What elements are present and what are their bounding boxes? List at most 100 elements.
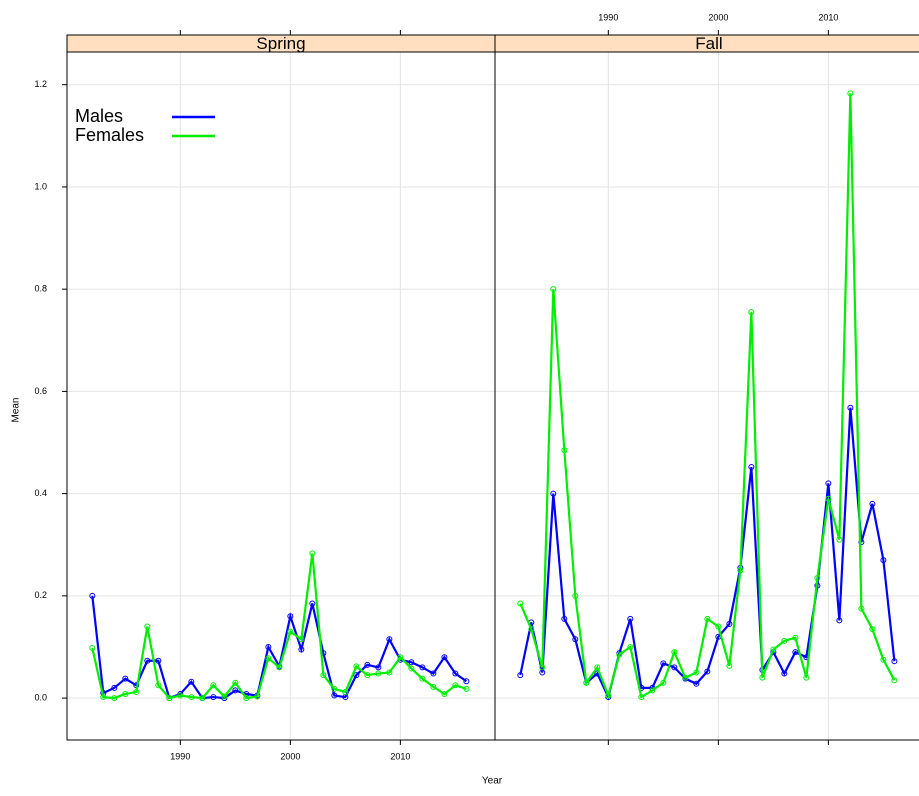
point: [122, 690, 129, 697]
point: [583, 679, 590, 686]
point: [419, 664, 426, 671]
point: [287, 628, 294, 635]
point: [869, 500, 876, 507]
y-tick-label: 0.2: [34, 590, 47, 600]
line: [91, 553, 467, 700]
point: [803, 674, 810, 681]
point: [594, 664, 601, 671]
point: [748, 309, 755, 316]
point: [386, 636, 393, 643]
point: [430, 670, 437, 677]
x-tick-label: 2000: [280, 751, 300, 761]
point: [155, 657, 162, 664]
point: [386, 669, 393, 676]
point: [847, 90, 854, 97]
point: [375, 670, 382, 677]
point: [309, 600, 316, 607]
point: [441, 654, 448, 661]
point: [298, 646, 305, 653]
point: [880, 557, 887, 564]
point: [452, 670, 459, 677]
point: [89, 644, 96, 651]
point: [638, 694, 645, 701]
point: [243, 695, 250, 702]
point: [726, 620, 733, 627]
point: [331, 692, 338, 699]
point: [671, 664, 678, 671]
point: [254, 693, 261, 700]
point: [287, 613, 294, 620]
x-tick-label: 2010: [390, 751, 410, 761]
point: [880, 656, 887, 663]
point: [375, 664, 382, 671]
point: [825, 480, 832, 487]
point: [825, 495, 832, 502]
point: [397, 654, 404, 661]
x-tick-label: 2000: [708, 12, 728, 22]
point: [210, 694, 217, 701]
point: [144, 623, 151, 630]
line: [519, 407, 896, 701]
point: [726, 662, 733, 669]
point: [781, 670, 788, 677]
y-tick-label: 0.6: [34, 386, 47, 396]
point: [605, 692, 612, 699]
point: [693, 680, 700, 687]
point: [320, 672, 327, 679]
point: [298, 636, 305, 643]
x-tick-label: 1990: [170, 751, 190, 761]
point: [550, 490, 557, 497]
point: [627, 643, 634, 650]
point: [441, 690, 448, 697]
y-tick-label: 1.2: [34, 79, 47, 89]
point: [792, 649, 799, 656]
point: [144, 657, 151, 664]
point: [353, 663, 360, 670]
point: [331, 685, 338, 692]
point: [232, 687, 239, 694]
point: [869, 626, 876, 633]
point: [704, 668, 711, 675]
point: [89, 592, 96, 599]
y-tick-label: 1.0: [34, 181, 47, 191]
point: [452, 682, 459, 689]
point: [517, 600, 524, 607]
point: [682, 674, 689, 681]
panel-frame: [66, 51, 496, 741]
point: [550, 286, 557, 293]
point: [704, 615, 711, 622]
point: [858, 605, 865, 612]
point: [627, 615, 634, 622]
point: [781, 637, 788, 644]
point: [221, 693, 228, 700]
point: [539, 664, 546, 671]
point: [430, 683, 437, 690]
point: [561, 615, 568, 622]
point: [111, 695, 118, 702]
point: [737, 567, 744, 574]
point: [177, 692, 184, 699]
point: [517, 672, 524, 679]
point: [309, 550, 316, 557]
point: [616, 651, 623, 658]
point: [463, 678, 470, 685]
y-axis-label: Mean: [11, 397, 22, 422]
point: [814, 574, 821, 581]
point: [265, 655, 272, 662]
panel-frame: [494, 51, 919, 741]
point: [419, 675, 426, 682]
line: [91, 595, 468, 700]
point: [770, 646, 777, 653]
point: [649, 687, 656, 694]
x-axis-label: Year: [482, 776, 503, 787]
point: [265, 643, 272, 650]
x-tick-label: 2010: [818, 12, 838, 22]
legend-label: Females: [75, 125, 144, 145]
point: [188, 678, 195, 685]
point: [111, 684, 118, 691]
line: [519, 93, 896, 700]
point: [847, 404, 854, 411]
point: [748, 464, 755, 471]
point: [836, 617, 843, 624]
